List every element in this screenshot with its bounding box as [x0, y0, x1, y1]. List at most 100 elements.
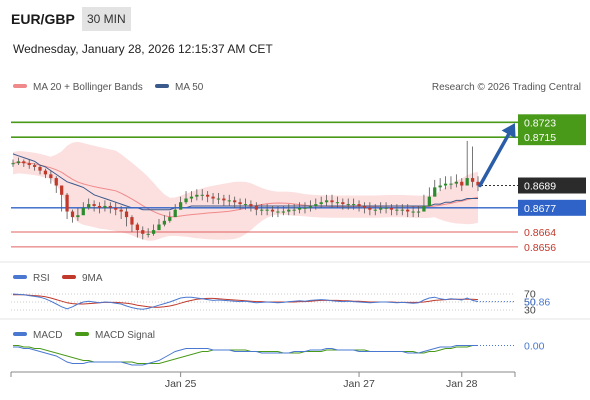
candle-body	[184, 198, 188, 203]
candle-body	[406, 209, 410, 212]
candle-body	[254, 205, 258, 210]
candle-body	[346, 204, 350, 206]
rsi-legend: RSI 9MA	[13, 273, 103, 284]
candle-body	[130, 217, 134, 225]
candle-body	[416, 211, 421, 213]
candle-body	[249, 204, 253, 206]
time-tick-label: Jan 27	[343, 378, 375, 390]
macd-legend: MACD MACD Signal	[13, 330, 155, 341]
candle-body	[76, 215, 80, 218]
rsi-last-value: 50.86	[524, 297, 550, 309]
candle-body	[411, 211, 415, 213]
candle-body	[292, 209, 296, 211]
rsi-ma-legend-swatch	[62, 275, 76, 279]
candle-body	[60, 185, 64, 195]
candle-body	[222, 198, 226, 201]
ma50-legend-swatch	[155, 84, 169, 88]
candle-body	[314, 204, 318, 206]
candle-body	[319, 202, 323, 205]
candle-body	[449, 183, 453, 185]
candle-body	[276, 211, 280, 213]
candle-body	[119, 209, 123, 212]
chart-header: EUR/GBP 30 MIN	[0, 0, 590, 36]
candle-body	[422, 205, 426, 212]
candle-body	[33, 165, 37, 167]
ma50-legend-label: MA 50	[175, 82, 204, 93]
resistance-tag	[518, 114, 586, 131]
candle-body	[16, 161, 21, 164]
rsi-ma-legend-label: 9MA	[82, 273, 103, 284]
candle-body	[438, 185, 442, 188]
bollinger-band	[13, 141, 478, 241]
price-panel: 0.8723 0.8715 0.8689 0.8677 0.8664 0.8656	[11, 114, 586, 254]
candle-body	[54, 178, 58, 186]
symbol-title: EUR/GBP	[11, 11, 75, 27]
macd-line	[13, 345, 478, 366]
candle-body	[281, 211, 285, 213]
candle-body	[368, 207, 372, 210]
forecast-arrow-head	[501, 123, 516, 139]
candle-body	[470, 178, 475, 182]
candle-body	[427, 196, 431, 206]
candle-body	[362, 205, 367, 208]
signal-legend-swatch	[75, 332, 89, 336]
candle-body	[433, 187, 437, 197]
ma20-legend-swatch	[13, 84, 27, 88]
candle-body	[460, 181, 464, 186]
candle-body	[135, 224, 139, 231]
candle-body	[341, 202, 345, 205]
rsi-tick-label: 50	[524, 297, 536, 309]
candle-body	[146, 233, 150, 235]
support-value: 0.8656	[524, 242, 556, 254]
candle-body	[297, 207, 302, 210]
candle-body	[400, 209, 404, 211]
candle-body	[38, 166, 42, 171]
candle-body	[270, 209, 275, 212]
candle-body	[330, 200, 334, 203]
candle-body	[195, 194, 199, 197]
candle-body	[114, 207, 118, 210]
candle-body	[260, 209, 264, 211]
rsi-line	[12, 293, 479, 310]
macd-legend-swatch	[13, 332, 27, 336]
candle-body	[379, 207, 383, 210]
candle-body	[476, 181, 480, 186]
support-value: 0.8664	[524, 227, 556, 239]
candle-body	[70, 211, 75, 218]
time-axis: Jan 25 Jan 27 Jan 28	[10, 371, 516, 390]
candle-body	[65, 194, 69, 212]
timeframe-badge[interactable]: 30 MIN	[82, 7, 131, 31]
candle-body	[373, 209, 377, 211]
resistance-value: 0.8715	[524, 132, 556, 144]
candle-body	[395, 209, 399, 211]
resistance-value: 0.8723	[524, 117, 556, 129]
macd-last-value: 0.00	[524, 341, 545, 353]
candle-body	[216, 198, 221, 200]
candle-body	[243, 204, 248, 206]
candle-body	[384, 207, 388, 209]
candle-body	[124, 211, 129, 218]
time-tick-label: Jan 28	[446, 378, 478, 390]
candle-body	[27, 163, 31, 166]
candle-body	[227, 200, 231, 202]
macd-legend-label: MACD	[33, 330, 62, 341]
price-legend: MA 20 + Bollinger Bands MA 50 Research ©…	[13, 82, 581, 93]
candle-body	[200, 194, 204, 196]
time-tick-label: Jan 25	[165, 378, 197, 390]
candle-body	[87, 204, 91, 208]
ma20-legend-label: MA 20 + Bollinger Bands	[33, 82, 143, 93]
candle-body	[357, 204, 361, 206]
forecast-arrow-shaft	[478, 126, 514, 188]
resistance-tag	[518, 129, 586, 146]
rsi-legend-label: RSI	[33, 273, 50, 284]
pivot-tag	[518, 199, 586, 216]
last-price-value: 0.8689	[524, 181, 556, 193]
candle-body	[352, 204, 356, 206]
candle-body	[103, 205, 107, 208]
candle-body	[141, 230, 145, 234]
credit-text: Research © 2026 Trading Central	[432, 82, 581, 93]
candle-body	[443, 183, 448, 186]
rsi-tick-label: 30	[524, 305, 536, 317]
